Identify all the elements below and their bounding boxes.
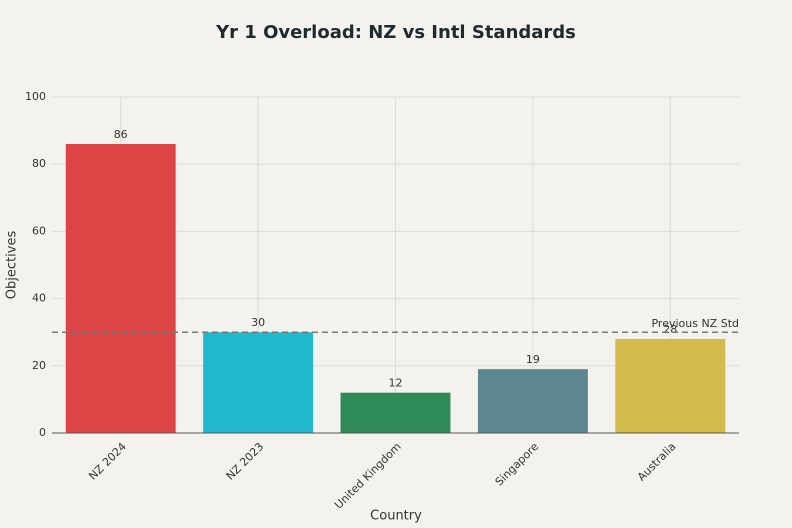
y-tick-label: 0 bbox=[39, 426, 46, 439]
data-label: 12 bbox=[389, 377, 403, 390]
data-label: 30 bbox=[251, 316, 265, 329]
y-tick-label: 40 bbox=[32, 292, 46, 305]
reference-label: Previous NZ Std bbox=[651, 317, 739, 330]
bar bbox=[615, 338, 726, 433]
y-axis-label: Objectives bbox=[5, 231, 20, 300]
bar bbox=[65, 144, 176, 434]
y-tick-label: 80 bbox=[32, 157, 46, 170]
x-axis-label: Country bbox=[370, 509, 422, 524]
y-tick-label: 60 bbox=[32, 224, 46, 237]
y-tick-label: 100 bbox=[25, 90, 46, 103]
bar bbox=[340, 392, 451, 433]
data-label: 19 bbox=[526, 353, 540, 366]
bar bbox=[477, 369, 588, 433]
data-label: 86 bbox=[114, 128, 128, 141]
bar bbox=[203, 332, 314, 433]
chart-title: Yr 1 Overload: NZ vs Intl Standards bbox=[215, 22, 576, 43]
y-tick-label: 20 bbox=[32, 359, 46, 372]
